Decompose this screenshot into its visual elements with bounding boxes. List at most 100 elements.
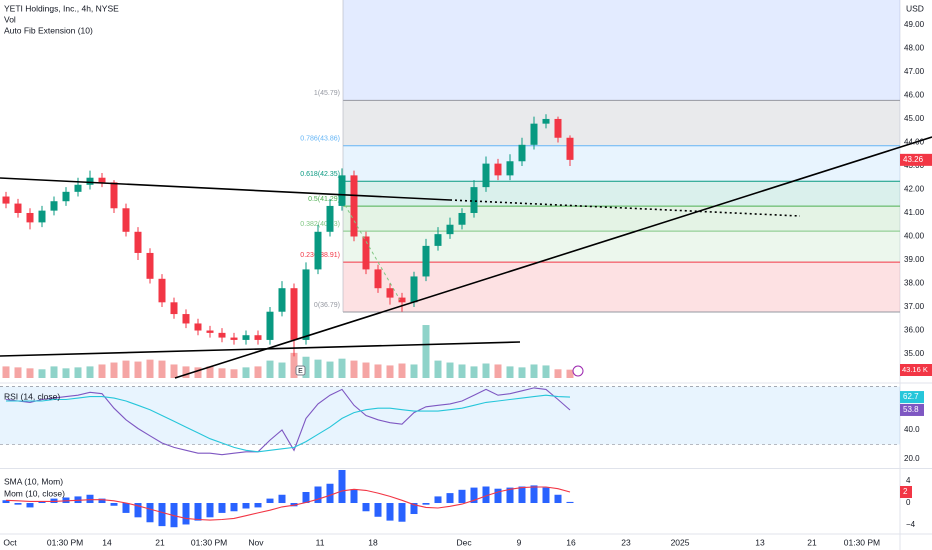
mom-bar	[242, 503, 250, 509]
volume-bar	[314, 359, 322, 378]
candle-body	[326, 205, 334, 232]
volume-bar	[230, 369, 238, 378]
y-tick-label: 48.00	[904, 44, 925, 53]
mom-bar	[134, 503, 142, 518]
volume-bar	[350, 360, 358, 378]
candle-body	[218, 332, 226, 338]
volume-bar	[206, 366, 214, 378]
mom-bar	[230, 503, 238, 512]
rsi-tick-label: 20.0	[904, 454, 920, 463]
volume-bar	[218, 368, 226, 378]
candle-body	[554, 118, 562, 138]
mom-bar	[542, 487, 550, 504]
candle-body	[302, 269, 310, 340]
volume-bar	[122, 360, 130, 378]
volume-bar	[458, 364, 466, 378]
x-tick-label: Oct	[3, 537, 17, 547]
candle-body	[242, 335, 250, 340]
volume-bar	[38, 369, 46, 378]
candle-body	[530, 123, 538, 145]
drawings: E	[0, 136, 932, 379]
candle-body	[410, 276, 418, 303]
y-tick-label: 35.00	[904, 349, 925, 358]
candle-body	[98, 177, 106, 183]
candle-body	[434, 234, 442, 246]
candles	[2, 114, 574, 357]
sma-legend: SMA (10, Mom)	[4, 476, 63, 486]
volume	[2, 325, 574, 378]
mom-bar	[554, 494, 562, 504]
candle-body	[386, 288, 394, 298]
y-tick-label: 46.00	[904, 91, 925, 100]
volume-bar	[422, 325, 430, 378]
mom-bar	[122, 503, 130, 513]
volume-bar	[362, 362, 370, 378]
volume-bar	[470, 366, 478, 378]
mom-bar	[86, 494, 94, 504]
mom-bar	[182, 503, 190, 525]
candle-body	[74, 184, 82, 192]
volume-bar	[182, 366, 190, 378]
y-tick-label: 44.00	[904, 138, 925, 147]
rsi-line	[5, 387, 571, 456]
x-tick-label: 14	[102, 537, 112, 547]
dividend-icon[interactable]	[572, 365, 584, 377]
volume-bar	[518, 367, 526, 378]
fib-band	[343, 262, 900, 312]
volume-tag-text: 43.16 K	[902, 365, 928, 374]
fib-band	[343, 145, 900, 182]
y-tick-label: 41.00	[904, 208, 925, 217]
candle-body	[14, 203, 22, 213]
volume-bar	[50, 366, 58, 378]
fib-label: 0.786(43.86)	[300, 136, 340, 143]
volume-bar	[506, 366, 514, 378]
mom-bar	[14, 503, 22, 505]
mom-bar	[494, 488, 502, 504]
sma-line	[5, 486, 571, 521]
mom-legend: Mom (10, close)	[4, 488, 65, 498]
y-tick-label: 45.00	[904, 114, 925, 123]
x-tick-label: 11	[316, 537, 325, 547]
volume-bar	[266, 360, 274, 378]
mom-bar	[374, 503, 382, 517]
fib-band	[343, 181, 900, 207]
mom-bar	[386, 503, 394, 521]
x-tick-label: 9	[517, 537, 522, 547]
candle-body	[518, 144, 526, 162]
candle-body	[290, 288, 298, 340]
candle-body	[494, 163, 502, 176]
volume-bar	[302, 356, 310, 378]
price-tag-text: 43.26	[903, 155, 924, 164]
x-tick-label: 16	[566, 537, 576, 547]
volume-bar	[74, 367, 82, 378]
mom-bar	[398, 503, 406, 522]
mom-bar	[194, 503, 202, 521]
volume-bar	[254, 366, 262, 378]
mom-bar	[506, 487, 514, 504]
volume-bar	[62, 368, 70, 378]
y-tick-label: 37.00	[904, 302, 925, 311]
earnings-icon[interactable]	[295, 365, 306, 376]
volume-bar	[482, 363, 490, 378]
candle-body	[170, 302, 178, 315]
volume-bar	[386, 365, 394, 378]
volume-bar	[530, 364, 538, 378]
mom-bar	[470, 487, 478, 504]
fib-label: 1(45.79)	[314, 90, 340, 97]
candle-body	[278, 288, 286, 312]
candle-body	[26, 212, 34, 223]
mom-bar	[410, 503, 418, 515]
mom-bar	[422, 503, 430, 505]
mom-bar	[278, 494, 286, 504]
candle-body	[230, 337, 238, 340]
y-tick-label: 47.00	[904, 67, 925, 76]
candle-body	[338, 175, 346, 206]
mom-bar	[98, 498, 106, 504]
trend-line	[174, 136, 932, 379]
volume-bar	[542, 365, 550, 378]
mom-bar	[314, 486, 322, 504]
x-tick-label: 23	[621, 537, 631, 547]
volume-bar	[278, 362, 286, 378]
chart-title: YETI Holdings, Inc., 4h, NYSE	[4, 3, 119, 13]
